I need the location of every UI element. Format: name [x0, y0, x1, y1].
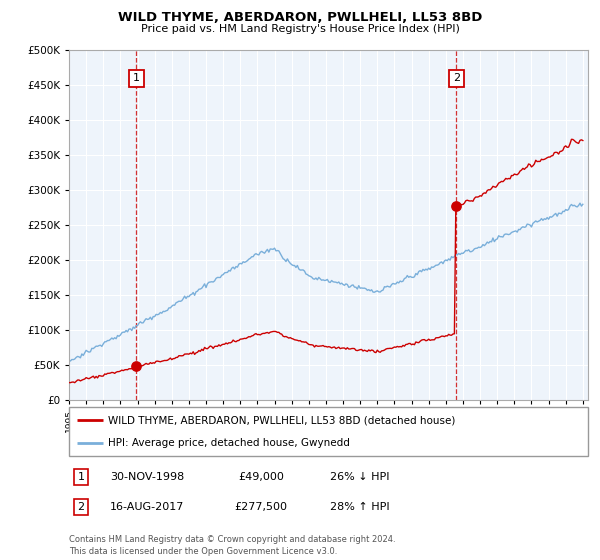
Text: 1: 1 — [133, 73, 140, 83]
Text: £277,500: £277,500 — [235, 502, 287, 512]
Text: WILD THYME, ABERDARON, PWLLHELI, LL53 8BD (detached house): WILD THYME, ABERDARON, PWLLHELI, LL53 8B… — [108, 416, 455, 426]
Text: WILD THYME, ABERDARON, PWLLHELI, LL53 8BD: WILD THYME, ABERDARON, PWLLHELI, LL53 8B… — [118, 11, 482, 24]
FancyBboxPatch shape — [69, 407, 588, 456]
Text: HPI: Average price, detached house, Gwynedd: HPI: Average price, detached house, Gwyn… — [108, 438, 350, 448]
Text: 26% ↓ HPI: 26% ↓ HPI — [330, 472, 390, 482]
Text: 16-AUG-2017: 16-AUG-2017 — [110, 502, 184, 512]
Text: Price paid vs. HM Land Registry's House Price Index (HPI): Price paid vs. HM Land Registry's House … — [140, 24, 460, 34]
Text: 2: 2 — [453, 73, 460, 83]
Text: 2: 2 — [77, 502, 85, 512]
Text: £49,000: £49,000 — [238, 472, 284, 482]
Text: Contains HM Land Registry data © Crown copyright and database right 2024.
This d: Contains HM Land Registry data © Crown c… — [69, 535, 395, 556]
Text: 1: 1 — [77, 472, 85, 482]
Point — [131, 362, 141, 371]
Text: 30-NOV-1998: 30-NOV-1998 — [110, 472, 184, 482]
Point — [452, 202, 461, 211]
Text: 28% ↑ HPI: 28% ↑ HPI — [330, 502, 390, 512]
